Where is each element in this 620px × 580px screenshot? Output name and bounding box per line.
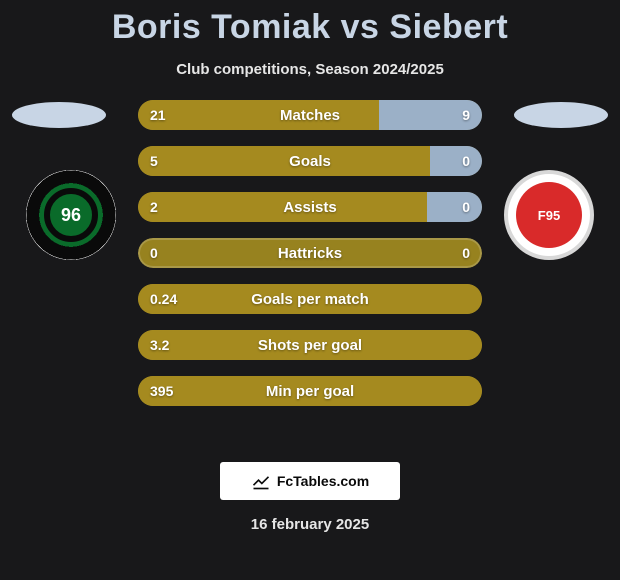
club-badge-left-text: 96: [44, 188, 98, 242]
club-badge-left: 96: [26, 170, 116, 260]
footer-date: 16 february 2025: [0, 516, 620, 533]
stat-value-right: 0: [462, 153, 470, 169]
stat-value-left: 395: [150, 383, 173, 399]
chart-icon: [251, 471, 271, 491]
stat-value-right: 0: [462, 199, 470, 215]
stat-value-left: 0.24: [150, 291, 177, 307]
stat-bar-row: 3.2 Shots per goal: [138, 330, 482, 360]
stat-label: Shots per goal: [258, 337, 362, 354]
stat-bar-row: 0 Hattricks 0: [138, 238, 482, 268]
stat-bar-row: 21 Matches 9: [138, 100, 482, 130]
stat-value-right: 0: [462, 245, 470, 261]
stat-value-left: 3.2: [150, 337, 169, 353]
stat-value-right: 9: [462, 107, 470, 123]
comparison-stage: 96 F95 21 Matches 9 5 Goals 0 2 Assists 0 0 Hattri…: [0, 100, 620, 440]
player-left-silhouette: [12, 102, 106, 128]
stat-bar-row: 0.24 Goals per match: [138, 284, 482, 314]
stat-label: Min per goal: [266, 383, 354, 400]
stat-value-left: 2: [150, 199, 158, 215]
player-right-silhouette: [514, 102, 608, 128]
stat-bar-right: [427, 192, 482, 222]
stat-label: Goals: [289, 153, 331, 170]
branding-text: FcTables.com: [277, 473, 369, 489]
stat-bar-right: [430, 146, 482, 176]
stat-label: Matches: [280, 107, 340, 124]
stat-bars-container: 21 Matches 9 5 Goals 0 2 Assists 0 0 Hattricks 0 0.2…: [138, 100, 482, 422]
club-badge-right: F95: [504, 170, 594, 260]
club-badge-right-text: F95: [516, 182, 582, 248]
stat-value-left: 5: [150, 153, 158, 169]
stat-bar-row: 2 Assists 0: [138, 192, 482, 222]
stat-value-left: 0: [150, 245, 158, 261]
stat-label: Assists: [283, 199, 336, 216]
stat-value-left: 21: [150, 107, 166, 123]
stat-bar-left: [138, 146, 430, 176]
stat-label: Hattricks: [278, 245, 342, 262]
subtitle: Club competitions, Season 2024/2025: [0, 61, 620, 78]
stat-bar-row: 395 Min per goal: [138, 376, 482, 406]
branding-badge: FcTables.com: [220, 462, 400, 500]
stat-label: Goals per match: [251, 291, 369, 308]
page-title: Boris Tomiak vs Siebert: [0, 0, 620, 47]
stat-bar-row: 5 Goals 0: [138, 146, 482, 176]
stat-bar-left: [138, 100, 379, 130]
